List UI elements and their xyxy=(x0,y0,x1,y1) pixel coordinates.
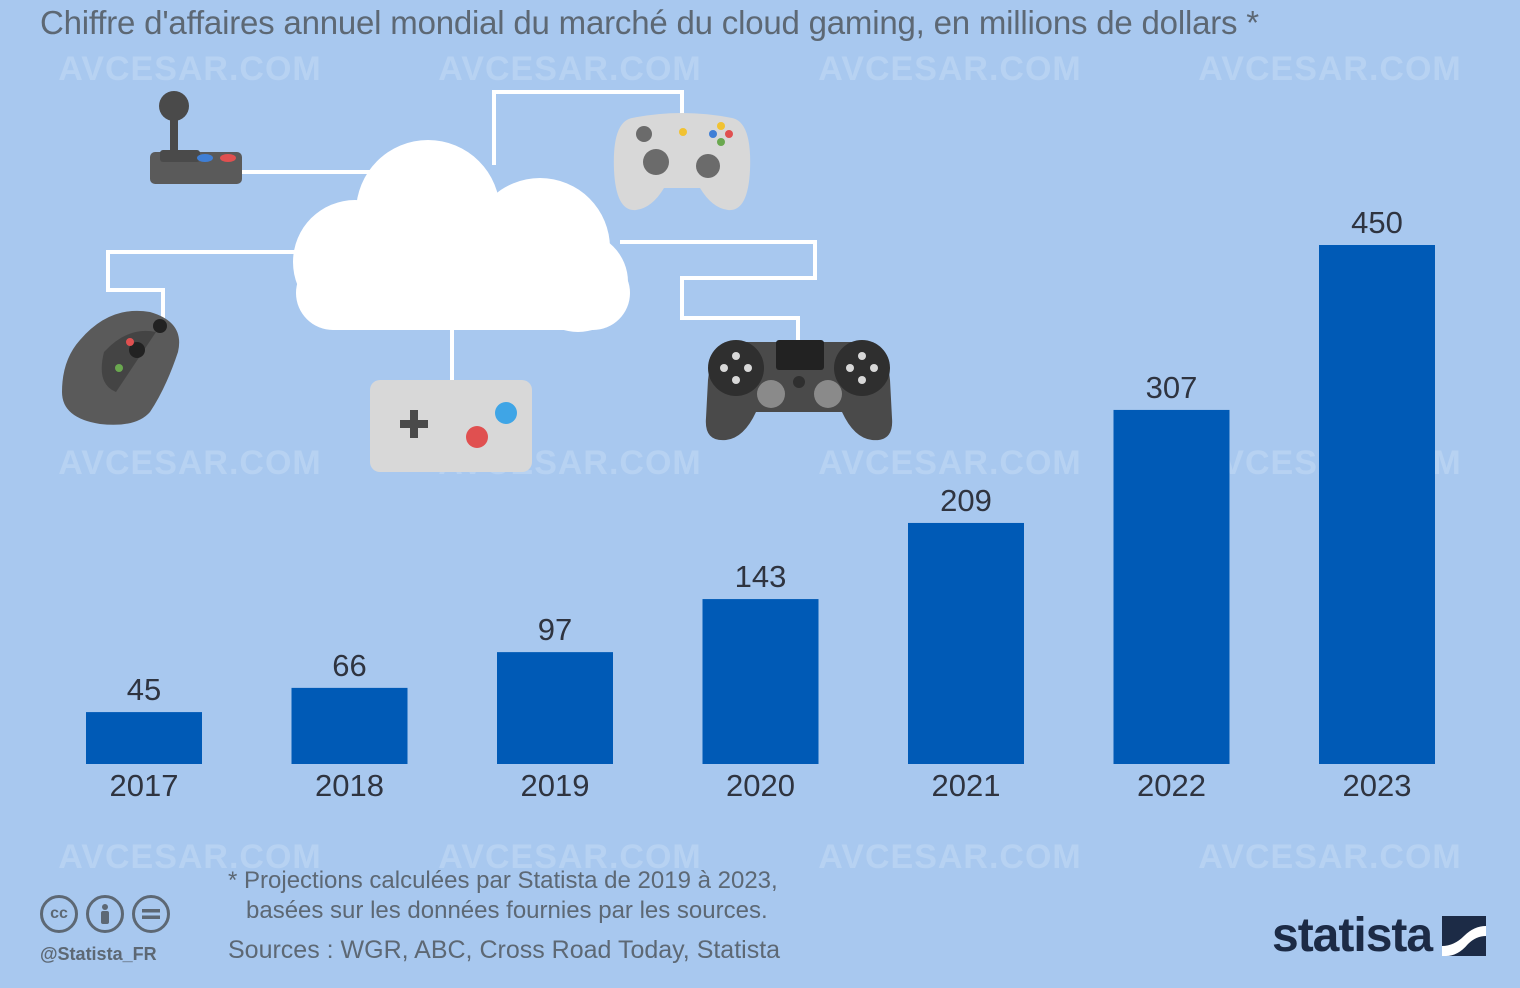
x-tick-label-2023: 2023 xyxy=(1343,768,1412,803)
bar-2020 xyxy=(702,599,819,764)
brand-name: statista xyxy=(1272,909,1433,962)
footnote: * Projections calculées par Statista de … xyxy=(228,866,778,926)
connector-lines xyxy=(106,90,817,382)
playstation-controller-icon xyxy=(705,340,893,441)
footnote-line-1: * Projections calculées par Statista de … xyxy=(228,867,778,894)
nd-icon[interactable] xyxy=(132,895,170,933)
x-tick-label-2022: 2022 xyxy=(1137,768,1206,803)
joystick-icon xyxy=(150,91,242,184)
x-tick-label-2017: 2017 xyxy=(110,768,179,803)
xbox-controller-icon xyxy=(613,113,751,211)
chart-subtitle: Chiffre d'affaires annuel mondial du mar… xyxy=(40,4,1259,41)
bar-value-label-2020: 143 xyxy=(735,559,787,594)
bar-2017 xyxy=(86,712,202,764)
x-tick-label-2020: 2020 xyxy=(726,768,795,803)
bars-group xyxy=(86,245,1435,764)
statista-logo[interactable]: statista xyxy=(1272,908,1487,963)
x-tick-label-2019: 2019 xyxy=(521,768,590,803)
bar-2018 xyxy=(291,687,408,764)
bar-value-label-2021: 209 xyxy=(940,483,992,518)
statista-mark-icon xyxy=(1442,915,1487,956)
bar-2019 xyxy=(497,652,613,764)
cloud-icon xyxy=(293,140,630,332)
license-icons: cc xyxy=(40,895,170,933)
x-tick-label-2018: 2018 xyxy=(315,768,384,803)
bar-value-label-2022: 307 xyxy=(1146,370,1198,405)
by-icon[interactable] xyxy=(86,895,124,933)
bar-value-label-2017: 45 xyxy=(127,672,161,707)
wii-remote-icon xyxy=(62,310,180,425)
snes-controller-icon xyxy=(370,380,532,472)
cc-icon[interactable]: cc xyxy=(40,895,78,933)
bar-value-label-2018: 66 xyxy=(332,648,366,683)
value-labels-group: 45 66 97 143 209 307 450 xyxy=(127,205,1403,707)
sources-text: Sources : WGR, ABC, Cross Road Today, St… xyxy=(228,936,781,964)
footnote-line-2: basées sur les données fournies par les … xyxy=(246,897,768,924)
bar-2023 xyxy=(1319,245,1435,764)
x-axis-tick-labels: 2017 2018 2019 2020 2021 2022 2023 xyxy=(110,768,1412,803)
bar-value-label-2019: 97 xyxy=(538,612,572,647)
twitter-handle[interactable]: @Statista_FR xyxy=(40,944,157,964)
bar-2021 xyxy=(908,522,1024,764)
bar-2022 xyxy=(1113,409,1230,764)
bar-value-label-2023: 450 xyxy=(1351,205,1403,240)
x-tick-label-2021: 2021 xyxy=(932,768,1001,803)
